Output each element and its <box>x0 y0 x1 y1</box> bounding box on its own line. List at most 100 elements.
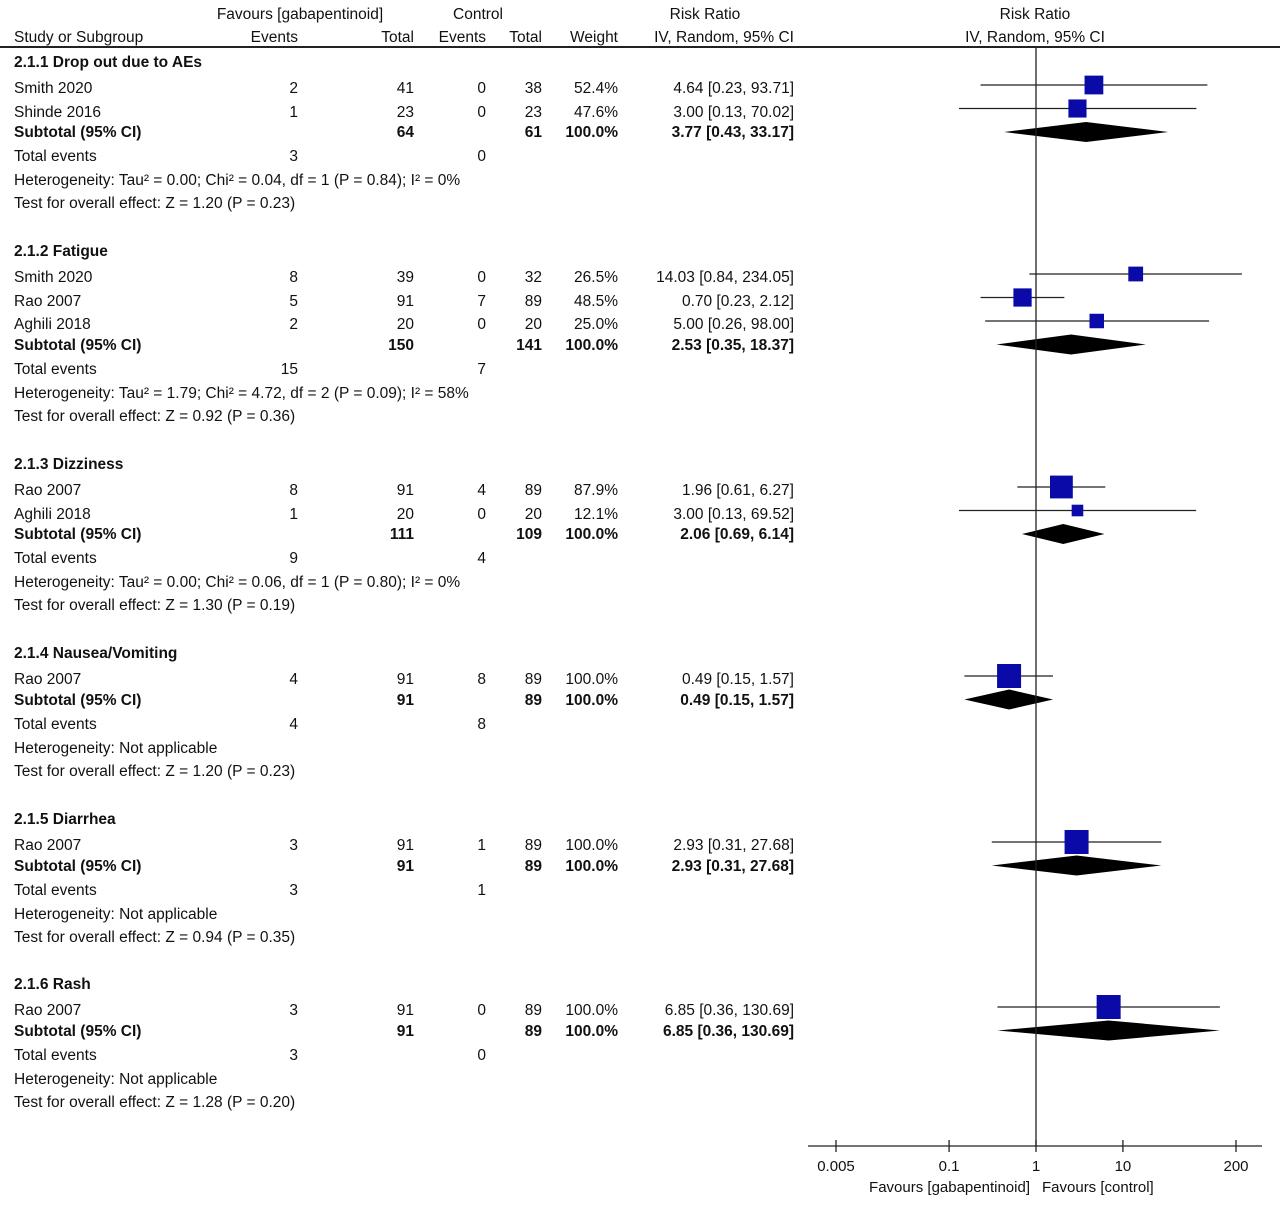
subgroup-title: 2.1.3 Dizziness <box>14 456 124 473</box>
col-total2: Total <box>509 29 542 46</box>
total-control: 89 <box>524 482 542 499</box>
total-gabapentinoid: 20 <box>396 505 414 523</box>
subtotal-total-gabapentinoid: 91 <box>396 857 414 875</box>
subtotal-diamond <box>996 334 1146 355</box>
subtotal-total-control: 89 <box>524 691 542 709</box>
events-control: 7 <box>477 292 486 310</box>
study-name: Rao 2007 <box>14 1002 82 1019</box>
heterogeneity-text: Heterogeneity: Tau² = 1.79; Chi² = 4.72,… <box>14 384 469 402</box>
events-control: 0 <box>477 316 486 333</box>
total-events-gabapentinoid: 15 <box>280 360 298 378</box>
overall-effect-text: Test for overall effect: Z = 1.30 (P = 0… <box>14 597 296 614</box>
total-events-gabapentinoid: 3 <box>289 1046 298 1064</box>
total-gabapentinoid: 20 <box>396 316 414 333</box>
heterogeneity-text: Heterogeneity: Tau² = 0.00; Chi² = 0.04,… <box>14 172 461 189</box>
subtotal-weight: 100.0% <box>565 124 618 141</box>
total-events-control: 7 <box>477 360 486 378</box>
overall-effect-text: Test for overall effect: Z = 1.20 (P = 0… <box>14 762 296 780</box>
events-gabapentinoid: 4 <box>289 671 298 688</box>
group1-header: Favours [gabapentinoid] <box>216 6 384 23</box>
subtotal-risk-ratio-ci: 2.93 [0.31, 27.68] <box>671 857 794 875</box>
events-control: 0 <box>477 103 486 121</box>
heterogeneity-text: Heterogeneity: Not applicable <box>14 1070 218 1088</box>
total-events-gabapentinoid: 9 <box>289 550 298 567</box>
favours-right-label: Favours [control] <box>1042 1179 1154 1196</box>
risk-ratio-ci: 0.70 [0.23, 2.12] <box>681 292 794 310</box>
total-gabapentinoid: 23 <box>396 103 414 121</box>
subtotal-total-gabapentinoid: 64 <box>396 124 414 141</box>
col-weight: Weight <box>570 29 618 46</box>
subtotal-risk-ratio-ci: 6.85 [0.36, 130.69] <box>663 1022 794 1040</box>
risk-ratio-ci: 5.00 [0.26, 98.00] <box>673 316 794 333</box>
subtotal-diamond <box>991 855 1162 876</box>
study-name: Aghili 2018 <box>14 316 91 333</box>
total-events-gabapentinoid: 4 <box>289 715 298 733</box>
total-events-label: Total events <box>14 360 97 378</box>
total-control: 23 <box>524 103 542 121</box>
rr-plot-header: Risk Ratio <box>999 6 1071 23</box>
events-gabapentinoid: 8 <box>289 269 298 286</box>
subgroup-title: 2.1.6 Rash <box>14 976 91 993</box>
study-square <box>997 664 1022 688</box>
total-events-control: 1 <box>477 881 486 899</box>
heterogeneity-text: Heterogeneity: Not applicable <box>14 739 218 757</box>
study-weight: 26.5% <box>574 269 618 286</box>
col-method-plot: IV, Random, 95% CI <box>965 29 1105 46</box>
total-gabapentinoid: 41 <box>396 80 414 97</box>
rr-header: Risk Ratio <box>669 6 741 23</box>
risk-ratio-ci: 4.64 [0.23, 93.71] <box>673 80 794 97</box>
axis-tick-label: 1 <box>1032 1158 1040 1175</box>
total-events-gabapentinoid: 3 <box>289 881 298 899</box>
total-control: 38 <box>524 80 542 97</box>
axis-tick-label: 200 <box>1223 1158 1248 1175</box>
subgroup-title: 2.1.2 Fatigue <box>14 243 108 260</box>
axis-tick-label: 0.005 <box>817 1158 855 1175</box>
header-divider <box>0 46 1280 48</box>
overall-effect-text: Test for overall effect: Z = 1.20 (P = 0… <box>14 195 296 212</box>
study-square <box>1049 475 1073 499</box>
study-weight: 52.4% <box>574 80 618 97</box>
study-weight: 12.1% <box>574 505 618 523</box>
heterogeneity-text: Heterogeneity: Tau² = 0.00; Chi² = 0.06,… <box>14 574 461 591</box>
group2-header: Control <box>453 6 503 23</box>
total-gabapentinoid: 91 <box>396 837 414 854</box>
subtotal-total-control: 61 <box>524 124 542 141</box>
events-gabapentinoid: 1 <box>289 103 298 121</box>
overall-effect-text: Test for overall effect: Z = 0.94 (P = 0… <box>14 928 296 946</box>
subtotal-total-gabapentinoid: 91 <box>396 691 414 709</box>
favours-left-label: Favours [gabapentinoid] <box>869 1179 1030 1196</box>
subgroup-title: 2.1.4 Nausea/Vomiting <box>14 645 178 662</box>
risk-ratio-ci: 3.00 [0.13, 69.52] <box>673 505 794 523</box>
subtotal-risk-ratio-ci: 3.77 [0.43, 33.17] <box>671 124 794 141</box>
subtotal-diamond <box>964 689 1054 710</box>
study-name: Smith 2020 <box>14 269 93 286</box>
total-gabapentinoid: 91 <box>396 482 414 499</box>
total-events-label: Total events <box>14 148 97 165</box>
total-control: 32 <box>524 269 542 286</box>
subtotal-label: Subtotal (95% CI) <box>14 526 142 543</box>
total-events-label: Total events <box>14 1046 97 1064</box>
study-weight: 87.9% <box>574 482 618 499</box>
study-square <box>1128 266 1144 282</box>
total-gabapentinoid: 39 <box>396 269 414 286</box>
subtotal-diamond <box>997 1020 1220 1041</box>
subtotal-weight: 100.0% <box>565 336 618 354</box>
col-events1: Events <box>250 29 298 46</box>
subtotal-total-control: 89 <box>524 1022 542 1040</box>
heterogeneity-text: Heterogeneity: Not applicable <box>14 905 218 923</box>
total-control: 20 <box>524 316 542 333</box>
subgroup-title: 2.1.1 Drop out due to AEs <box>14 54 203 71</box>
risk-ratio-ci: 2.93 [0.31, 27.68] <box>673 837 794 854</box>
events-gabapentinoid: 3 <box>289 837 298 854</box>
study-square <box>1064 830 1089 854</box>
total-gabapentinoid: 91 <box>396 292 414 310</box>
subtotal-weight: 100.0% <box>565 691 618 709</box>
col-method: IV, Random, 95% CI <box>654 29 794 46</box>
subtotal-total-control: 141 <box>516 336 542 354</box>
study-name: Aghili 2018 <box>14 505 91 523</box>
events-control: 0 <box>477 80 486 97</box>
subtotal-total-control: 109 <box>516 526 542 543</box>
events-gabapentinoid: 5 <box>289 292 298 310</box>
total-control: 89 <box>524 292 542 310</box>
risk-ratio-ci: 1.96 [0.61, 6.27] <box>681 482 794 499</box>
